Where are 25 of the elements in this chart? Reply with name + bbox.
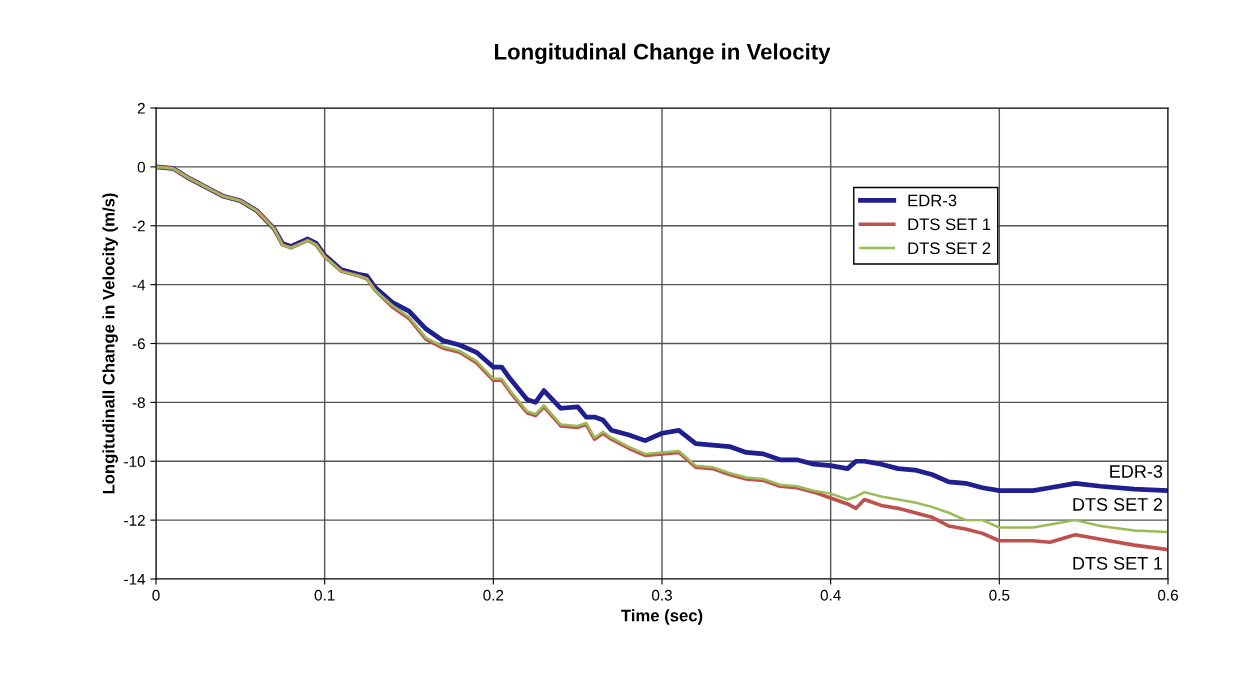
y-tick-label: -14 (124, 574, 146, 585)
y-tick-label: -6 (132, 338, 145, 350)
legend-label: DTS SET 1 (908, 218, 991, 231)
x-tick-label: 0.5 (989, 589, 1010, 601)
x-tick-label: 0.6 (1157, 589, 1178, 601)
y-axis-title: Longitudinall Change in Velocity (m/s) (102, 193, 118, 494)
y-tick-label: 0 (137, 161, 145, 173)
y-tick-label: -8 (132, 397, 145, 409)
annotation: DTS SET 1 (1073, 556, 1163, 570)
x-tick-label: 0 (152, 589, 160, 601)
y-tick-label: -10 (124, 456, 145, 467)
chart-title: Longitudinal Change in Velocity (494, 43, 831, 65)
x-axis-title: Time (sec) (621, 609, 703, 625)
y-tick-label: -2 (132, 220, 145, 232)
x-tick-label: 0.4 (820, 589, 841, 601)
x-tick-label: 0.1 (314, 589, 335, 601)
x-tick-label: 0.3 (651, 589, 672, 601)
legend-label: DTS SET 2 (908, 242, 991, 255)
legend-label: EDR-3 (908, 194, 957, 207)
y-tick-label: -12 (124, 514, 145, 526)
y-tick-label: -4 (132, 279, 146, 291)
annotation: EDR-3 (1110, 465, 1163, 478)
y-tick-label: 2 (137, 102, 145, 114)
annotation: DTS SET 2 (1073, 498, 1163, 511)
x-tick-label: 0.2 (483, 589, 504, 601)
